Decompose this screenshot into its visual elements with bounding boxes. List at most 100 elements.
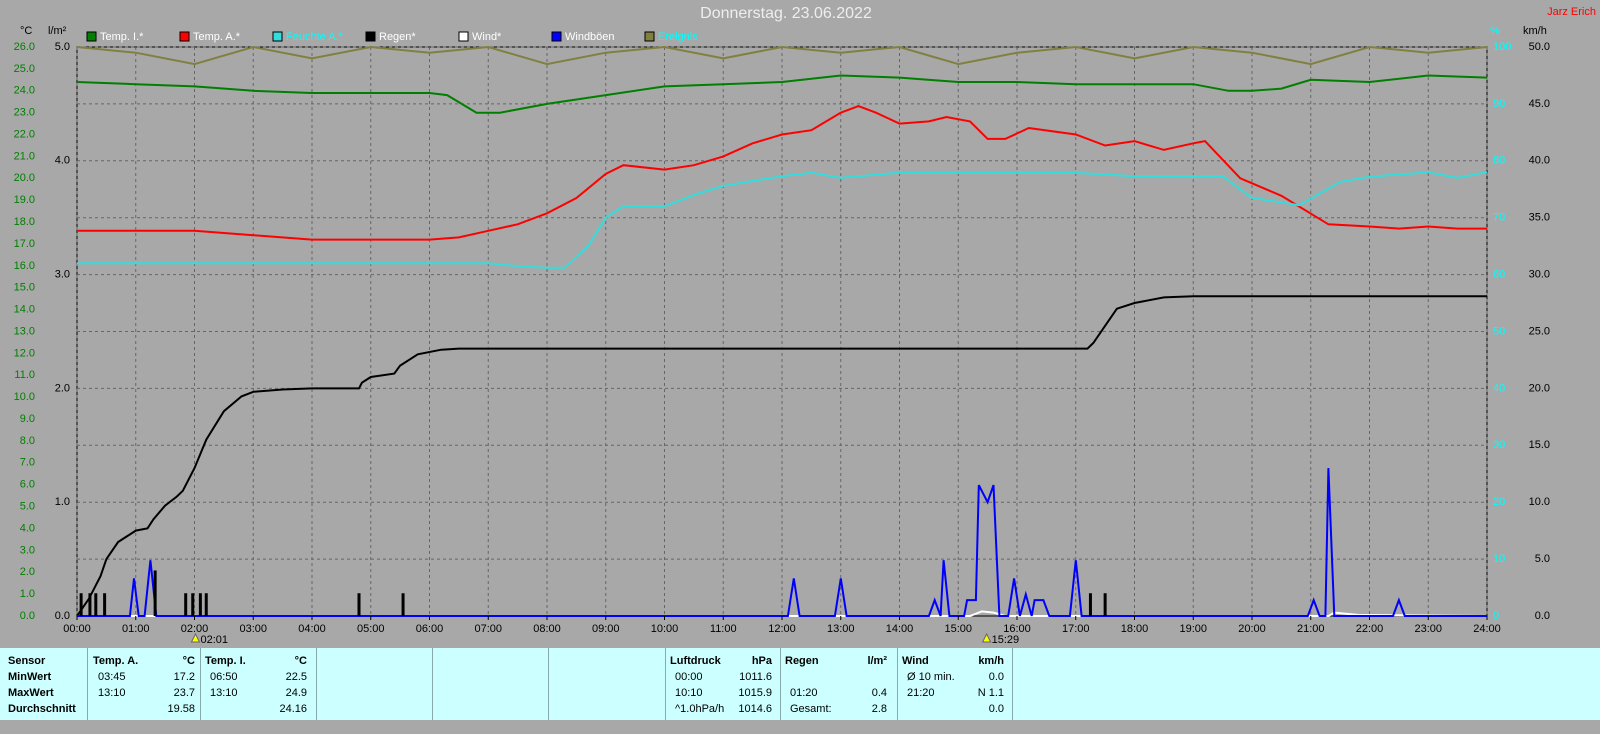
rain-bar xyxy=(357,593,361,616)
y-tick-label: 3.0 xyxy=(20,544,35,556)
y-tick-label: 6.0 xyxy=(20,479,35,491)
y-tick-label: 20.0 xyxy=(1529,382,1550,394)
x-tick-label: 15:00 xyxy=(944,623,972,635)
block-title: Temp. A. xyxy=(93,655,139,667)
y-tick-label: 10.0 xyxy=(14,391,35,403)
series-line xyxy=(77,105,1487,241)
time-cell: 00:00 xyxy=(675,671,703,683)
y-tick-label: 70 xyxy=(1493,212,1505,224)
y-tick-label: 11.0 xyxy=(14,369,35,381)
legend-label: Wind* xyxy=(472,31,502,43)
axis-label: % xyxy=(1490,25,1500,37)
event-icon xyxy=(981,632,992,643)
legend-label: Feuchte A.* xyxy=(286,31,344,43)
y-tick-label: 50 xyxy=(1493,325,1505,337)
value-cell: 19.58 xyxy=(167,703,195,715)
legend-swatch xyxy=(458,31,469,42)
separator xyxy=(87,648,88,720)
block-unit: °C xyxy=(182,655,195,667)
y-tick-label: 80 xyxy=(1493,155,1505,167)
separator xyxy=(316,648,317,720)
block-title: Luftdruck xyxy=(670,655,721,667)
value-cell: 1011.6 xyxy=(739,671,772,683)
y-tick-label: 22.0 xyxy=(14,128,35,140)
legend-label: Windböen xyxy=(565,31,615,43)
rain-bar xyxy=(204,593,208,616)
y-tick-label: 25.0 xyxy=(14,63,35,75)
y-tick-label: 20.0 xyxy=(14,172,35,184)
x-tick-label: 07:00 xyxy=(474,623,502,635)
separator xyxy=(200,648,201,720)
series-line xyxy=(77,171,1488,269)
separator xyxy=(665,648,666,720)
rain-bar xyxy=(1088,593,1092,616)
time-cell: 03:45 xyxy=(98,671,126,683)
y-tick-label: 100 xyxy=(1493,41,1511,53)
value-cell: 23.7 xyxy=(173,687,195,699)
y-tick-label: 15.0 xyxy=(14,282,35,294)
x-tick-label: 22:00 xyxy=(1356,623,1384,635)
x-tick-label: 21:00 xyxy=(1297,623,1325,635)
axis-label: km/h xyxy=(1523,25,1547,37)
y-tick-label: 5.0 xyxy=(20,500,35,512)
x-tick-label: 08:00 xyxy=(533,623,561,635)
x-tick-label: 11:00 xyxy=(710,623,737,635)
value-cell: N 1.1 xyxy=(977,687,1004,699)
row-label: Durchschnitt xyxy=(8,703,76,715)
y-tick-label: 50.0 xyxy=(1529,41,1550,53)
y-tick-label: 26.0 xyxy=(14,41,35,53)
x-tick-label: 03:00 xyxy=(239,623,267,635)
x-tick-label: 02:00 xyxy=(181,623,209,635)
series-line xyxy=(76,295,1487,617)
value-cell: 1015.9 xyxy=(738,687,772,699)
rain-bar xyxy=(198,593,202,616)
x-tick-label: 24:00 xyxy=(1473,623,1501,635)
time-cell: 13:10 xyxy=(98,687,126,699)
event-icon xyxy=(190,632,201,643)
axis-label: °C xyxy=(20,25,32,37)
legend-label: Temp. I.* xyxy=(100,31,144,43)
rain-bar xyxy=(184,593,188,616)
value-cell: 24.9 xyxy=(285,687,307,699)
y-tick-label: 10.0 xyxy=(1529,496,1550,508)
rain-bar xyxy=(88,593,92,616)
series-line xyxy=(76,45,1488,66)
y-tick-label: 1.0 xyxy=(55,496,70,508)
legend-label: Regen* xyxy=(379,31,416,43)
legend-swatch xyxy=(86,31,97,42)
y-tick-label: 35.0 xyxy=(1529,212,1550,224)
y-tick-label: 20 xyxy=(1493,496,1505,508)
y-tick-label: 15.0 xyxy=(1529,439,1550,451)
y-tick-label: 1.0 xyxy=(20,588,35,600)
block-unit: °C xyxy=(294,655,307,667)
block-unit: l/m² xyxy=(867,655,887,667)
time-cell: 13:10 xyxy=(210,687,238,699)
separator xyxy=(897,648,898,720)
legend-swatch xyxy=(365,31,376,42)
y-tick-label: 14.0 xyxy=(14,304,35,316)
block-title: Regen xyxy=(785,655,819,667)
time-cell: 10:10 xyxy=(675,687,703,699)
y-tick-label: 3.0 xyxy=(55,269,70,281)
rain-bar xyxy=(401,593,405,616)
legend-swatch xyxy=(644,31,655,42)
separator xyxy=(432,648,433,720)
time-cell: 01:20 xyxy=(790,687,818,699)
time-cell: 06:50 xyxy=(210,671,238,683)
value-cell: 0.4 xyxy=(871,687,887,699)
y-tick-label: 45.0 xyxy=(1529,98,1550,110)
x-tick-label: 04:00 xyxy=(298,623,326,635)
y-tick-label: 23.0 xyxy=(14,107,35,119)
separator xyxy=(780,648,781,720)
rain-bar xyxy=(153,570,157,616)
separator xyxy=(1012,648,1013,720)
x-tick-label: 10:00 xyxy=(651,623,679,635)
legend-label: Ereignis xyxy=(658,31,698,43)
x-tick-label: 20:00 xyxy=(1238,623,1266,635)
annotation: 15:29 xyxy=(992,634,1020,646)
x-tick-label: 23:00 xyxy=(1414,623,1442,635)
y-tick-label: 7.0 xyxy=(20,457,35,469)
series-line xyxy=(77,468,1487,617)
x-tick-label: 12:00 xyxy=(768,623,796,635)
